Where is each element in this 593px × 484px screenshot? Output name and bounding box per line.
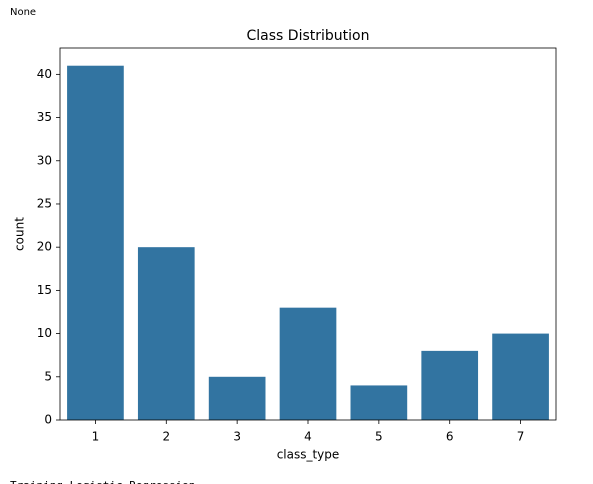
y-tick-label: 15 (37, 283, 52, 297)
bar (67, 65, 124, 420)
footer-text: Training Logistic Regression (10, 479, 195, 484)
y-axis-label: count (13, 217, 27, 251)
y-tick-label: 5 (44, 369, 52, 383)
bar (279, 307, 337, 420)
bar (350, 385, 408, 420)
y-tick-label: 40 (37, 67, 52, 81)
x-tick-label: 1 (92, 430, 100, 444)
y-tick-label: 10 (37, 326, 52, 340)
y-tick-label: 25 (37, 196, 52, 210)
bar (137, 247, 195, 420)
x-tick-label: 4 (304, 430, 312, 444)
y-tick-label: 20 (37, 240, 52, 254)
x-axis-label: class_type (277, 448, 340, 462)
bar (208, 376, 266, 420)
bar (421, 350, 479, 420)
x-tick-label: 6 (446, 430, 454, 444)
output-text: None (10, 7, 36, 18)
x-tick-label: 7 (517, 430, 525, 444)
x-tick-label: 3 (233, 430, 241, 444)
plot-frame (59, 47, 557, 421)
x-tick-label: 5 (375, 430, 383, 444)
chart-title: Class Distribution (247, 28, 370, 44)
y-tick-label: 30 (37, 153, 52, 167)
y-tick-label: 0 (44, 413, 52, 427)
x-tick-label: 2 (162, 430, 170, 444)
y-tick-label: 35 (37, 110, 52, 124)
bar (492, 333, 549, 420)
